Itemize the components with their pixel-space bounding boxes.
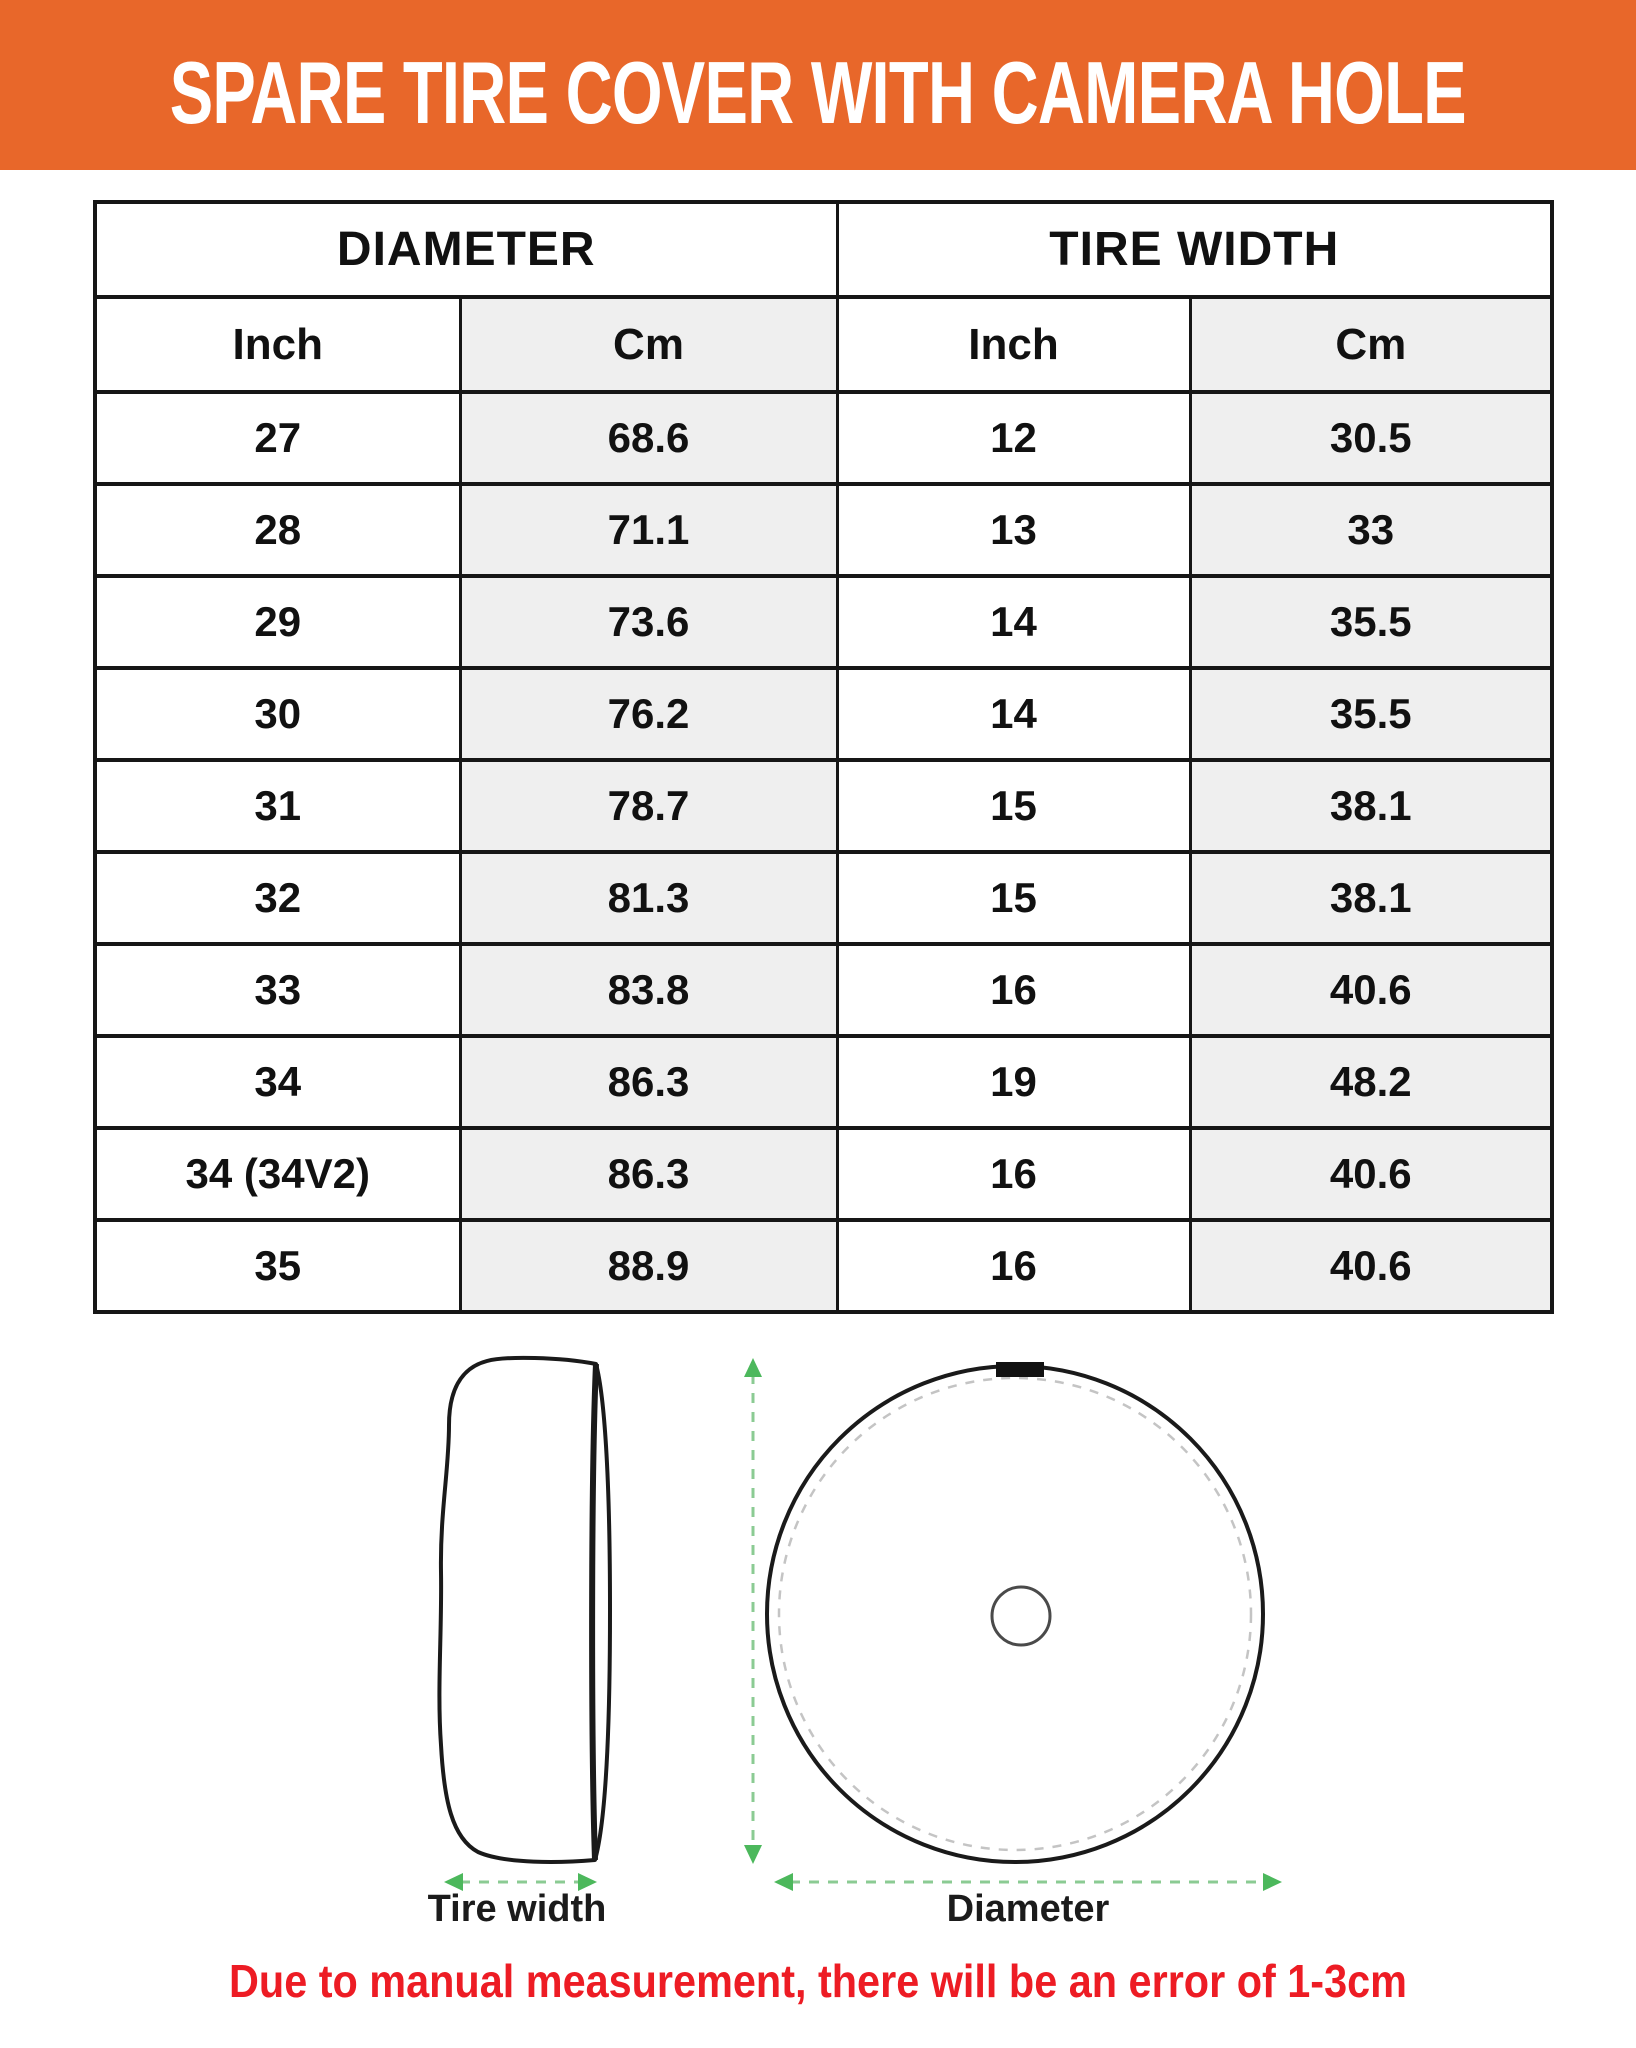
tire-width-arrow	[444, 1873, 597, 1891]
table-cell: 76.2	[458, 666, 839, 762]
page-title: SPARE TIRE COVER WITH CAMERA HOLE	[169, 43, 1467, 142]
table-cell: 40.6	[1188, 1126, 1554, 1222]
table-cell: 16	[835, 942, 1192, 1038]
table-row: 29 73.6 14 35.5	[93, 574, 1554, 670]
table-cell: 68.6	[458, 390, 839, 486]
table-cell: 16	[835, 1126, 1192, 1222]
table-cell: 27	[93, 390, 462, 486]
tire-measurement-diagram	[437, 1355, 1282, 1891]
tire-width-label: Tire width	[427, 1888, 607, 1930]
table-cell: 83.8	[458, 942, 839, 1038]
table-cell: 38.1	[1188, 758, 1554, 854]
tire-width-inch-header: Inch	[835, 295, 1192, 394]
measurement-error-note: Due to manual measurement, there will be…	[229, 1955, 1407, 2007]
table-cell: 71.1	[458, 482, 839, 578]
tire-front-view	[765, 1362, 1265, 1864]
table-cell: 35.5	[1188, 666, 1554, 762]
table-cell: 32	[93, 850, 462, 946]
table-cell: 30	[93, 666, 462, 762]
diameter-horizontal-arrow	[774, 1873, 1282, 1891]
table-cell: 73.6	[458, 574, 839, 670]
table-cell: 40.6	[1188, 1218, 1554, 1314]
table-cell: 34 (34V2)	[93, 1126, 462, 1222]
diameter-vertical-arrow	[744, 1358, 762, 1864]
table-cell: 35.5	[1188, 574, 1554, 670]
table-group-header-row: DIAMETER TIRE WIDTH	[93, 200, 1554, 299]
tire-rim-edge-line	[589, 1363, 599, 1861]
camera-hole	[990, 1585, 1052, 1647]
table-row: 34 86.3 19 48.2	[93, 1034, 1554, 1130]
table-cell: 29	[93, 574, 462, 670]
table-cell: 12	[835, 390, 1192, 486]
table-cell: 16	[835, 1218, 1192, 1314]
table-cell: 86.3	[458, 1126, 839, 1222]
table-row: 32 81.3 15 38.1	[93, 850, 1554, 946]
title-banner: SPARE TIRE COVER WITH CAMERA HOLE	[0, 0, 1636, 170]
diameter-inch-header: Inch	[93, 295, 462, 394]
diameter-group-header: DIAMETER	[93, 200, 839, 299]
table-cell: 30.5	[1188, 390, 1554, 486]
table-cell: 15	[835, 850, 1192, 946]
tire-width-cm-header: Cm	[1188, 295, 1554, 394]
seam-dashed-circle	[777, 1376, 1253, 1852]
tire-width-group-header: TIRE WIDTH	[835, 200, 1554, 299]
table-row: 28 71.1 13 33	[93, 482, 1554, 578]
table-cell: 28	[93, 482, 462, 578]
table-cell: 86.3	[458, 1034, 839, 1130]
table-row: 34 (34V2) 86.3 16 40.6	[93, 1126, 1554, 1222]
table-cell: 14	[835, 666, 1192, 762]
diameter-label: Diameter	[946, 1888, 1110, 1930]
table-sub-header-row: Inch Cm Inch Cm	[93, 295, 1554, 394]
table-cell: 33	[1188, 482, 1554, 578]
top-tab-bar	[996, 1362, 1044, 1377]
table-cell: 19	[835, 1034, 1192, 1130]
table-cell: 33	[93, 942, 462, 1038]
table-cell: 31	[93, 758, 462, 854]
table-row: 27 68.6 12 30.5	[93, 390, 1554, 486]
table-cell: 88.9	[458, 1218, 839, 1314]
table-cell: 78.7	[458, 758, 839, 854]
table-cell: 15	[835, 758, 1192, 854]
size-table: DIAMETER TIRE WIDTH Inch Cm Inch Cm 27 68…	[93, 200, 1555, 1314]
table-row: 35 88.9 16 40.6	[93, 1218, 1554, 1314]
size-table-body: 27 68.6 12 30.5 28 71.1 13 33 29 73.6 14 35.5 30 76.2…	[93, 390, 1554, 1314]
table-cell: 14	[835, 574, 1192, 670]
table-cell: 48.2	[1188, 1034, 1554, 1130]
table-row: 30 76.2 14 35.5	[93, 666, 1554, 762]
table-cell: 35	[93, 1218, 462, 1314]
table-cell: 34	[93, 1034, 462, 1130]
table-cell: 40.6	[1188, 942, 1554, 1038]
table-cell: 13	[835, 482, 1192, 578]
table-row: 33 83.8 16 40.6	[93, 942, 1554, 1038]
table-row: 31 78.7 15 38.1	[93, 758, 1554, 854]
table-cell: 81.3	[458, 850, 839, 946]
diameter-cm-header: Cm	[458, 295, 839, 394]
tire-side-view	[437, 1355, 612, 1864]
table-cell: 38.1	[1188, 850, 1554, 946]
